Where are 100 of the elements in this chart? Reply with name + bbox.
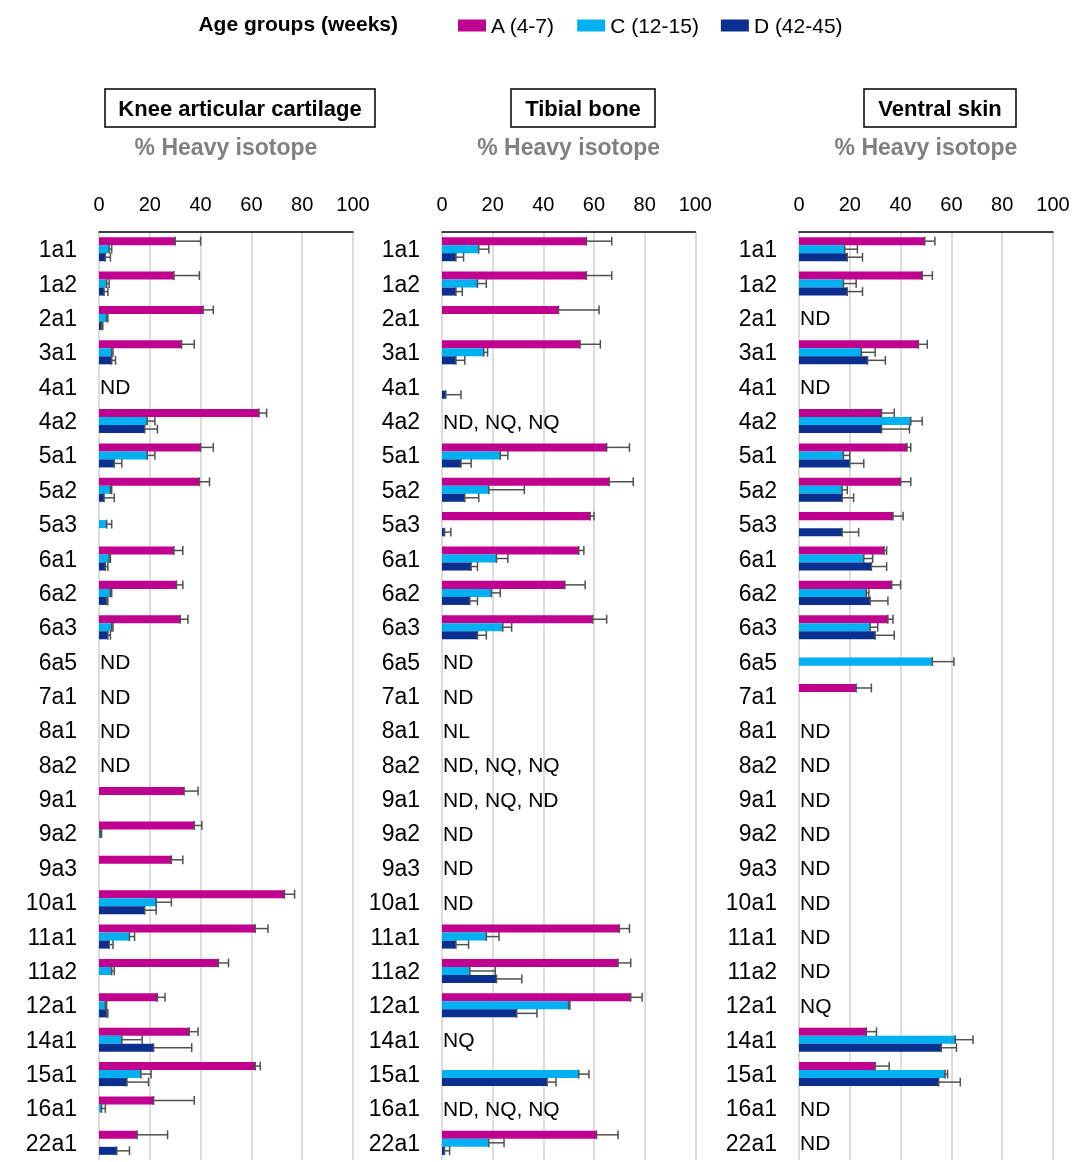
y-tick-label: 16a1 (725, 1095, 777, 1122)
y-tick-label: 10a1 (25, 889, 77, 916)
y-tick-label: 8a2 (38, 751, 77, 778)
bar (99, 459, 115, 468)
bar (99, 1096, 154, 1105)
y-tick-label: 14a1 (725, 1026, 777, 1053)
bar (442, 253, 456, 262)
bar (99, 966, 112, 975)
bar (799, 485, 843, 494)
y-tick-label: 4a1 (381, 373, 420, 400)
bar (799, 356, 868, 365)
bar (799, 459, 850, 468)
y-tick-label: 7a1 (38, 683, 77, 709)
bar (99, 906, 145, 915)
bar (99, 580, 177, 589)
y-tick-label: 6a3 (381, 614, 420, 641)
bar (99, 1078, 127, 1087)
text: ND, NQ, NQ (443, 409, 560, 433)
text: ND (800, 925, 831, 949)
bar (99, 1043, 154, 1052)
x-tick-label: 0 (93, 193, 105, 215)
text: NQ (800, 993, 832, 1017)
x-axis-title: % Heavy isotope (834, 133, 1018, 160)
y-tick-label: 9a1 (738, 786, 777, 813)
x-axis-title: % Heavy isotope (477, 133, 661, 160)
text: ND (443, 650, 474, 674)
y-tick-label: 3a1 (738, 339, 777, 366)
text: ND (443, 890, 474, 914)
y-tick-label: 9a3 (381, 854, 420, 881)
bar (799, 409, 882, 418)
bar (799, 528, 843, 537)
bar (442, 1070, 579, 1079)
y-tick-label: 9a1 (381, 786, 420, 813)
bar (799, 340, 919, 349)
y-tick-label: 16a1 (25, 1095, 77, 1122)
text: ND (100, 684, 131, 708)
y-tick-label: 1a2 (381, 270, 420, 297)
bar (99, 253, 106, 262)
bar (799, 279, 844, 288)
y-tick-label: 22a1 (368, 1129, 420, 1156)
x-tick-label: 100 (678, 193, 712, 215)
y-tick-label: 6a3 (738, 614, 777, 641)
x-tick-label: 60 (240, 193, 263, 215)
text: ND (800, 821, 831, 845)
y-tick-label: 5a1 (381, 442, 420, 469)
bar (99, 932, 130, 941)
y-tick-label: 9a2 (738, 820, 777, 847)
bar (99, 924, 256, 933)
bar (799, 1043, 942, 1052)
bar (442, 631, 478, 640)
bar (799, 271, 923, 280)
y-tick-label: 3a1 (38, 339, 77, 366)
bar (442, 279, 478, 288)
bar (799, 657, 933, 666)
y-tick-label: 6a1 (381, 545, 420, 572)
y-tick-label: 1a2 (38, 270, 77, 297)
bar (442, 554, 497, 563)
y-tick-label: 11a1 (727, 923, 777, 950)
bar (99, 615, 181, 624)
bar (799, 562, 872, 571)
y-tick-label: 5a3 (381, 511, 420, 538)
bar (442, 485, 489, 494)
bar (799, 615, 888, 624)
bar (799, 683, 857, 692)
bar (99, 271, 174, 280)
y-tick-label: 1a1 (38, 236, 77, 263)
y-tick-label: 12a1 (368, 992, 420, 1019)
bar (99, 443, 201, 452)
bar (99, 451, 148, 460)
bar (99, 855, 172, 864)
y-tick-label: 9a1 (38, 786, 77, 813)
bar (799, 245, 845, 254)
y-tick-label: 22a1 (25, 1129, 77, 1156)
y-tick-label: 1a1 (381, 236, 420, 263)
bar (799, 631, 876, 640)
bar (442, 1078, 548, 1087)
y-tick-label: 7a1 (381, 683, 420, 709)
y-tick-label: 8a1 (381, 717, 420, 744)
y-tick-label: 15a1 (25, 1061, 77, 1088)
x-tick-label: 40 (889, 193, 912, 215)
y-tick-label: 5a3 (738, 511, 777, 538)
y-tick-label: 8a1 (38, 717, 77, 744)
y-tick-label: 4a2 (38, 408, 77, 435)
bar (99, 305, 204, 314)
y-tick-label: 8a2 (381, 751, 420, 778)
y-tick-label: 8a1 (738, 717, 777, 744)
bar (799, 417, 911, 426)
y-tick-label: 11a1 (370, 923, 420, 950)
y-tick-label: 4a1 (738, 373, 777, 400)
x-tick-label: 20 (838, 193, 861, 215)
bar (799, 1062, 876, 1071)
bar (99, 477, 200, 486)
text: ND, NQ, ND (443, 787, 559, 811)
x-tick-label: 20 (481, 193, 504, 215)
legend-label: D (42-45) (753, 14, 843, 37)
bar (442, 305, 559, 314)
bar (99, 1146, 117, 1155)
y-tick-label: 10a1 (368, 889, 420, 916)
y-tick-label: 6a2 (738, 579, 777, 606)
y-tick-label: 2a1 (38, 304, 77, 331)
